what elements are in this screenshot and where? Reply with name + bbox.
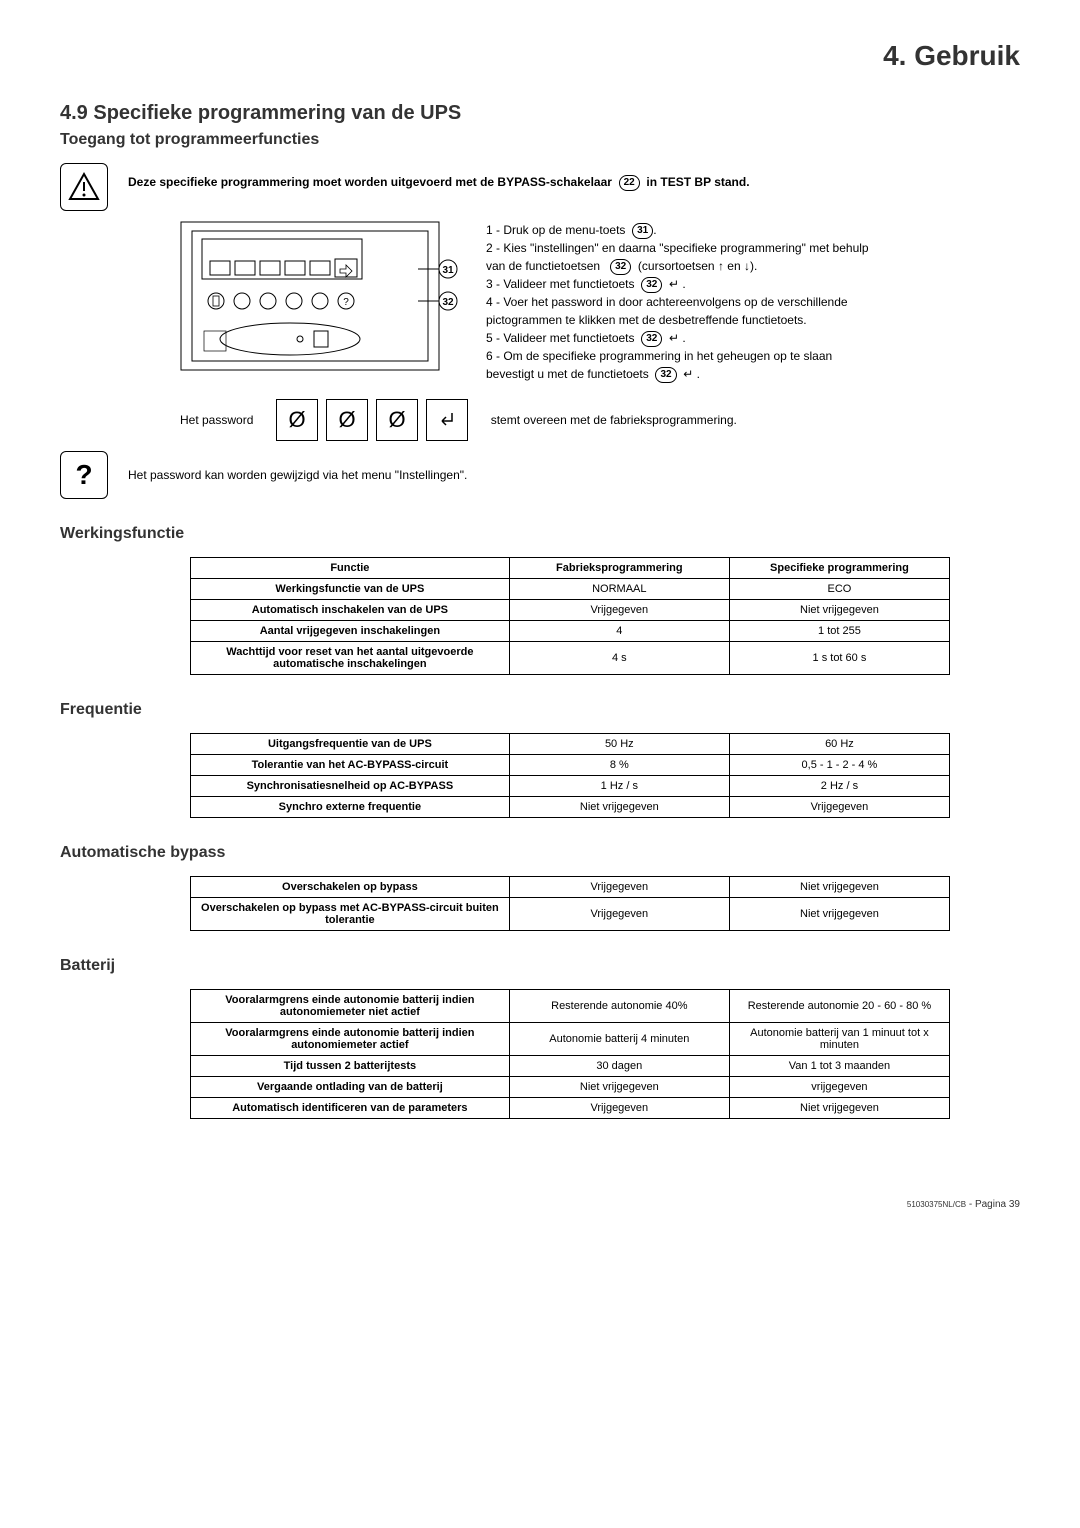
badge-32c: 32 [641, 331, 662, 347]
svg-text:31: 31 [442, 265, 454, 276]
td: Synchronisatiesnelheid op AC-BYPASS [191, 776, 510, 797]
badge-32b: 32 [641, 277, 662, 293]
td: Niet vrijgegeven [729, 898, 949, 931]
table-bypass: Overschakelen op bypassVrijgegevenNiet v… [190, 876, 950, 931]
td: 1 Hz / s [509, 776, 729, 797]
i9c: ↵ . [683, 367, 700, 381]
td: 4 [509, 621, 729, 642]
td: Resterende autonomie 20 - 60 - 80 % [729, 990, 949, 1023]
td: Uitgangsfrequentie van de UPS [191, 734, 510, 755]
td: Niet vrijgegeven [729, 1098, 949, 1119]
table-batterij: Vooralarmgrens einde autonomie batterij … [190, 989, 950, 1119]
i1c: . [653, 223, 656, 237]
footer: 51030375NL/CB - Pagina 39 [60, 1199, 1020, 1210]
i1a: 1 - Druk op de menu-toets [486, 223, 625, 237]
warning-text: Deze specifieke programmering moet worde… [128, 163, 750, 191]
pw-box-3: Ø [376, 399, 418, 441]
sub-batt: Batterij [60, 957, 1020, 975]
td: Resterende autonomie 40% [509, 990, 729, 1023]
td: Vrijgegeven [509, 877, 729, 898]
sub-werk: Werkingsfunctie [60, 525, 1020, 543]
td: 60 Hz [729, 734, 949, 755]
td: vrijgegeven [729, 1077, 949, 1098]
warning-lead: Deze specifieke programmering moet worde… [128, 175, 612, 189]
chapter-title: 4. Gebruik [60, 40, 1020, 72]
td: Vooralarmgrens einde autonomie batterij … [191, 990, 510, 1023]
i7c: ↵ . [669, 331, 686, 345]
td: Vooralarmgrens einde autonomie batterij … [191, 1023, 510, 1056]
td: Automatisch inschakelen van de UPS [191, 600, 510, 621]
td: Niet vrijgegeven [509, 797, 729, 818]
i8: 6 - Om de specifieke programmering in he… [486, 349, 832, 363]
th: Fabrieksprogrammering [509, 558, 729, 579]
td: Overschakelen op bypass [191, 877, 510, 898]
svg-text:?: ? [343, 297, 349, 308]
sub-auto: Automatische bypass [60, 844, 1020, 862]
i3a: van de functietoetsen [486, 259, 600, 273]
footer-code: 51030375NL/CB [907, 1200, 966, 1209]
svg-text:32: 32 [442, 297, 454, 308]
td: Autonomie batterij van 1 minuut tot x mi… [729, 1023, 949, 1056]
td: Automatisch identificeren van de paramet… [191, 1098, 510, 1119]
pw-box-1: Ø [276, 399, 318, 441]
td: Autonomie batterij 4 minuten [509, 1023, 729, 1056]
device-diagram: ? 31 32 [180, 221, 460, 383]
section-title: 4.9 Specifieke programmering van de UPS [60, 102, 1020, 125]
td: 50 Hz [509, 734, 729, 755]
pw-box-2: Ø [326, 399, 368, 441]
footer-page: - Pagina 39 [966, 1199, 1020, 1210]
th: Functie [191, 558, 510, 579]
td: Vrijgegeven [509, 600, 729, 621]
i2: 2 - Kies "instellingen" en daarna "speci… [486, 241, 869, 255]
td: Tijd tussen 2 batterijtests [191, 1056, 510, 1077]
td: Synchro externe frequentie [191, 797, 510, 818]
td: 8 % [509, 755, 729, 776]
badge-22: 22 [619, 175, 640, 191]
td: Niet vrijgegeven [509, 1077, 729, 1098]
badge-32a: 32 [610, 259, 631, 275]
sub-access: Toegang tot programmeerfuncties [60, 131, 1020, 149]
i5: 4 - Voer het password in door achtereenv… [486, 295, 848, 309]
td: Wachttijd voor reset van het aantal uitg… [191, 642, 510, 675]
warning-tail: in TEST BP stand. [646, 175, 749, 189]
td: 0,5 - 1 - 2 - 4 % [729, 755, 949, 776]
warning-icon [60, 163, 108, 211]
i7a: 5 - Valideer met functietoets [486, 331, 635, 345]
td: Aantal vrijgegeven inschakelingen [191, 621, 510, 642]
td: Vrijgegeven [729, 797, 949, 818]
table-werkingsfunctie: Functie Fabrieksprogrammering Specifieke… [190, 557, 950, 675]
sub-freq: Frequentie [60, 701, 1020, 719]
info-icon: ? [60, 451, 108, 499]
td: Overschakelen op bypass met AC-BYPASS-ci… [191, 898, 510, 931]
instructions: 1 - Druk op de menu-toets 31. 2 - Kies "… [486, 221, 869, 383]
i4a: 3 - Valideer met functietoets [486, 277, 635, 291]
pw-tail: stemt overeen met de fabrieksprogrammeri… [491, 413, 737, 427]
td: 4 s [509, 642, 729, 675]
td: Vrijgegeven [509, 1098, 729, 1119]
badge-31a: 31 [632, 223, 653, 239]
i6: pictogrammen te klikken met de desbetref… [486, 313, 807, 327]
td: ECO [729, 579, 949, 600]
i3c: (cursortoetsen ↑ en ↓). [638, 259, 757, 273]
th: Specifieke programmering [729, 558, 949, 579]
td: Vrijgegeven [509, 898, 729, 931]
info-text: Het password kan worden gewijzigd via he… [128, 468, 467, 482]
td: Niet vrijgegeven [729, 877, 949, 898]
td: NORMAAL [509, 579, 729, 600]
td: 2 Hz / s [729, 776, 949, 797]
td: 1 s tot 60 s [729, 642, 949, 675]
td: 1 tot 255 [729, 621, 949, 642]
td: Niet vrijgegeven [729, 600, 949, 621]
badge-32d: 32 [655, 367, 676, 383]
td: 30 dagen [509, 1056, 729, 1077]
td: Vergaande ontlading van de batterij [191, 1077, 510, 1098]
pw-box-enter [426, 399, 468, 441]
td: Tolerantie van het AC-BYPASS-circuit [191, 755, 510, 776]
table-frequentie: Uitgangsfrequentie van de UPS50 Hz60 Hz … [190, 733, 950, 818]
td: Van 1 tot 3 maanden [729, 1056, 949, 1077]
i4c: ↵ . [669, 277, 686, 291]
td: Werkingsfunctie van de UPS [191, 579, 510, 600]
i9a: bevestigt u met de functietoets [486, 367, 649, 381]
pw-label: Het password [180, 413, 253, 427]
